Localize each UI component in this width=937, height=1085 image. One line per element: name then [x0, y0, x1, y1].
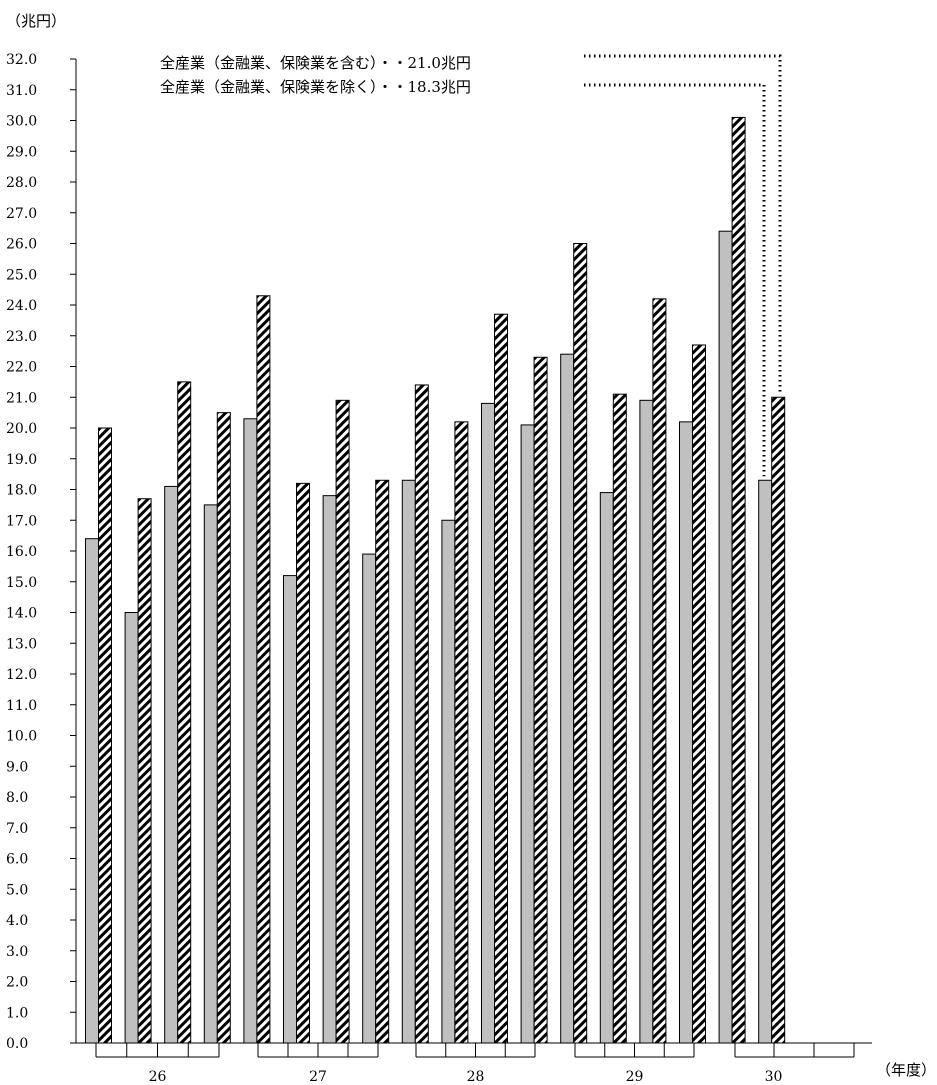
bar-series-2	[454, 421, 469, 1044]
x-group-label: 29	[626, 1069, 644, 1085]
y-tick-label: 26.0	[6, 237, 37, 253]
y-tick-label: 24.0	[6, 298, 37, 314]
y-tick-label: 4.0	[6, 913, 28, 929]
annotation-leader	[584, 54, 782, 394]
bar-series-2	[177, 381, 192, 1044]
y-tick-label: 20.0	[6, 421, 37, 437]
y-tick-label: 10.0	[6, 729, 37, 745]
bar-series-1	[441, 519, 456, 1044]
bar-series-1	[203, 504, 218, 1044]
bar-series-1	[520, 424, 535, 1044]
y-tick-label: 31.0	[6, 83, 37, 99]
bar-series-2	[335, 399, 350, 1044]
y-tick-label: 1.0	[6, 1005, 28, 1021]
y-tick-label: 25.0	[6, 267, 37, 283]
bar-series-2	[692, 344, 706, 1044]
bar-series-1	[164, 485, 179, 1044]
y-tick-label: 8.0	[6, 790, 28, 806]
bar-series-1	[718, 230, 733, 1044]
bar-series-1	[599, 492, 614, 1044]
annotation-label: 全産業（金融業、保険業を含む）・・21.0兆円	[160, 54, 471, 72]
x-axis: 26 27 28 29 30	[76, 1042, 872, 1085]
bar-series-1	[679, 421, 693, 1044]
bar-series-2	[137, 498, 152, 1044]
annotation-leader	[584, 83, 766, 477]
y-tick-label: 9.0	[6, 759, 28, 775]
x-group-label: 27	[309, 1069, 327, 1085]
y-tick-label: 12.0	[6, 667, 37, 683]
bar-series-2	[256, 295, 271, 1044]
y-tick-label: 28.0	[6, 175, 37, 191]
bar-series-1	[401, 479, 416, 1044]
y-tick-label: 5.0	[6, 882, 28, 898]
y-tick-label: 30.0	[6, 114, 37, 130]
bar-series-1	[560, 353, 575, 1044]
annotation-label: 全産業（金融業、保険業を除く）・・18.3兆円	[160, 78, 471, 96]
x-group-label: 28	[467, 1069, 485, 1085]
y-tick-label: 22.0	[6, 360, 37, 376]
x-group-label: 30	[765, 1069, 783, 1085]
bar-series-2	[612, 393, 627, 1044]
bar-series-2	[375, 479, 390, 1044]
bar-series-2	[414, 384, 429, 1044]
y-tick-label: 29.0	[6, 144, 37, 160]
bar-series-1	[85, 538, 99, 1044]
bar-series-1	[283, 575, 297, 1044]
y-tick-label: 7.0	[6, 821, 28, 837]
bar-series-1	[124, 612, 139, 1044]
bar-series-2	[216, 412, 231, 1044]
y-tick-label: 18.0	[6, 483, 37, 499]
bar-series-1	[639, 399, 654, 1044]
bar-series-1	[362, 553, 377, 1044]
bar-series-1	[481, 402, 495, 1044]
y-tick-label: 6.0	[6, 852, 28, 868]
y-tick-label: 15.0	[6, 575, 37, 591]
bar-series-2	[533, 356, 548, 1044]
bar-series-2	[771, 396, 786, 1044]
x-axis-unit-label: （年度）	[876, 1061, 936, 1079]
y-tick-label: 32.0	[6, 52, 37, 68]
bar-series-1	[322, 495, 337, 1044]
y-tick-label: 23.0	[6, 329, 37, 345]
bars	[85, 116, 786, 1044]
bar-series-1	[243, 418, 258, 1044]
y-tick-label: 17.0	[6, 513, 37, 529]
bar-series-2	[296, 482, 310, 1044]
y-tick-label: 19.0	[6, 452, 37, 468]
bar-series-2	[494, 313, 508, 1044]
y-tick-label: 21.0	[6, 390, 37, 406]
bar-series-2	[652, 298, 667, 1044]
bar-series-2	[731, 116, 746, 1044]
x-group-label: 26	[149, 1069, 167, 1085]
y-tick-label: 27.0	[6, 206, 37, 222]
y-tick-label: 3.0	[6, 944, 28, 960]
bar-series-1	[758, 479, 773, 1044]
annotations: 全産業（金融業、保険業を含む）・・21.0兆円全産業（金融業、保険業を除く）・・…	[160, 54, 782, 477]
y-axis-unit-label: （兆円）	[6, 12, 66, 30]
y-tick-label: 14.0	[6, 606, 37, 622]
y-tick-label: 16.0	[6, 544, 37, 560]
bar-series-2	[573, 243, 588, 1044]
y-axis: 0.0 1.0 2.0 3.0 4.0 5.0 6.0 7.0 8.0 9.0 10.0 11.0 12…	[6, 52, 77, 1052]
y-tick-label: 11.0	[6, 698, 37, 714]
y-tick-label: 0.0	[6, 1036, 28, 1052]
bar-series-2	[98, 427, 112, 1044]
y-tick-label: 2.0	[6, 975, 28, 991]
y-tick-label: 13.0	[6, 636, 37, 652]
